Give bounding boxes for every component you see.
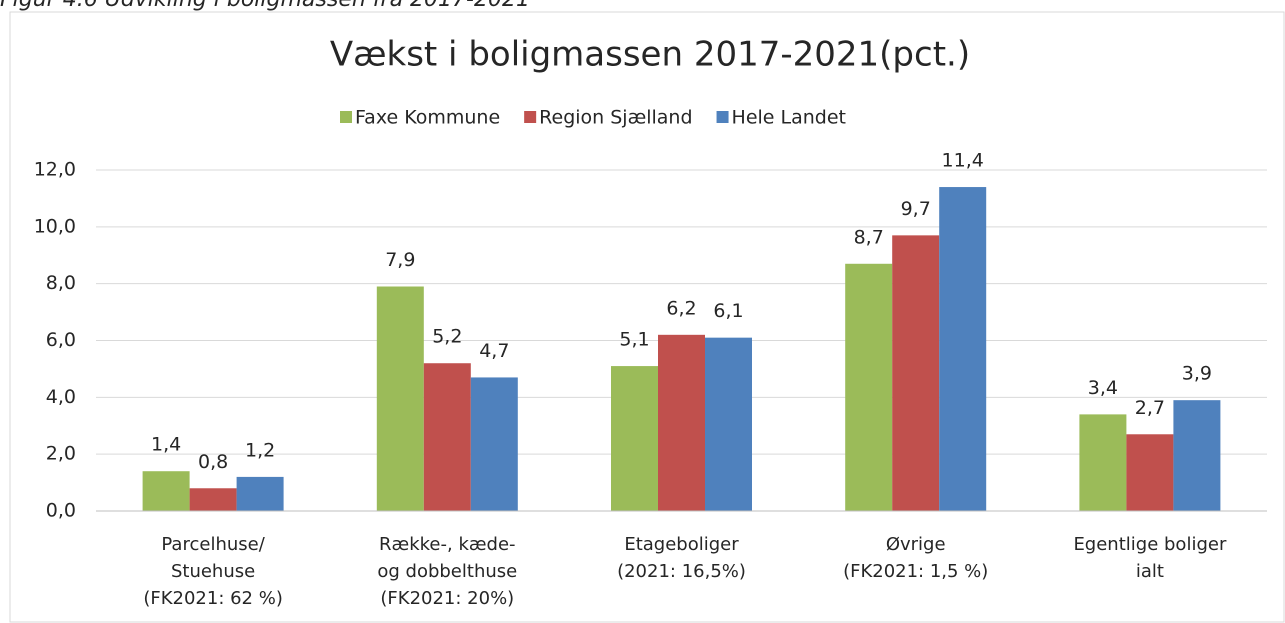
legend-swatch <box>340 111 352 123</box>
bar <box>658 334 705 511</box>
y-tick-label: 6,0 <box>46 329 76 351</box>
bar <box>845 263 893 511</box>
legend-label: Hele Landet <box>732 107 846 129</box>
x-tick-label: Parcelhuse/Stuehuse (FK2021: 62 %) <box>143 534 283 609</box>
bar <box>376 286 424 511</box>
caption: Figur 4.6 Udvikling i boligmassen fra 20… <box>0 0 530 12</box>
value-label: 2,7 <box>1135 397 1165 419</box>
legend-label: Region Sjælland <box>539 107 692 129</box>
value-label: 3,9 <box>1182 363 1212 385</box>
value-label: 5,2 <box>432 326 462 348</box>
y-tick-label: 12,0 <box>34 159 76 181</box>
y-tick-label: 8,0 <box>46 272 76 294</box>
bar <box>1126 434 1174 511</box>
bar <box>423 363 471 511</box>
bar <box>470 377 518 511</box>
value-label: 0,8 <box>198 451 228 473</box>
bar <box>236 476 284 511</box>
value-label: 11,4 <box>942 150 984 172</box>
bar <box>892 235 940 511</box>
x-tick-label: Egentlige boliger ialt <box>1073 534 1227 582</box>
legend-swatch <box>524 111 537 123</box>
legend-label: Faxe Kommune <box>355 107 500 129</box>
bar <box>611 366 658 511</box>
y-tick-label: 4,0 <box>46 386 76 408</box>
bar <box>939 187 987 512</box>
value-label: 9,7 <box>901 198 931 220</box>
bar <box>1173 400 1221 511</box>
value-label: 7,9 <box>385 249 415 271</box>
bar <box>705 337 752 511</box>
value-label: 1,4 <box>151 434 181 456</box>
y-tick-label: 2,0 <box>46 443 76 465</box>
chart-frame <box>9 11 1285 623</box>
value-label: 1,2 <box>245 439 275 461</box>
x-tick-label: Øvrige (FK2021: 1,5 %) <box>843 534 988 582</box>
value-label: 8,7 <box>854 226 884 248</box>
bar <box>142 471 190 511</box>
value-label: 5,1 <box>619 329 649 351</box>
value-label: 6,1 <box>713 300 743 322</box>
chart-title: Vækst i boligmassen 2017-2021(pct.) <box>330 35 970 75</box>
legend-swatch <box>716 111 729 123</box>
y-tick-label: 0,0 <box>46 500 76 522</box>
x-tick-label: Række-, kæde-og dobbelthuse (FK2021: 20%) <box>377 534 517 609</box>
value-label: 4,7 <box>479 340 509 362</box>
value-label: 6,2 <box>666 297 696 319</box>
y-tick-label: 10,0 <box>34 215 76 237</box>
bar <box>189 488 237 511</box>
x-tick-label: Etageboliger (2021: 16,5%) <box>617 534 746 582</box>
bar <box>1079 414 1127 511</box>
value-label: 3,4 <box>1088 377 1118 399</box>
